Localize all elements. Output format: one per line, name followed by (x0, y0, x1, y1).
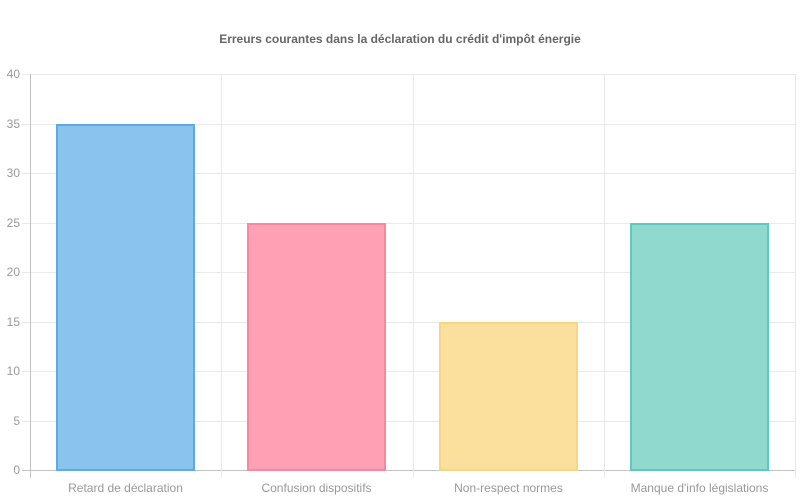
horizontal-gridline (30, 223, 795, 224)
vertical-gridline (604, 74, 605, 478)
y-tick-label: 10 (6, 364, 20, 378)
x-tick-label: Non-respect normes (454, 481, 563, 495)
x-tick-label: Confusion dispositifs (261, 481, 372, 495)
horizontal-gridline (30, 173, 795, 174)
horizontal-gridline (30, 421, 795, 422)
horizontal-gridline (30, 124, 795, 125)
bar[interactable] (247, 223, 386, 471)
y-axis-line (30, 74, 31, 478)
horizontal-gridline (30, 74, 795, 75)
y-axis-tick (22, 74, 30, 75)
vertical-gridline (221, 74, 222, 478)
y-tick-label: 15 (6, 315, 20, 329)
y-axis-tick (22, 173, 30, 174)
x-axis-line (30, 470, 795, 471)
y-axis-tick (22, 124, 30, 125)
bar[interactable] (630, 223, 769, 471)
horizontal-gridline (30, 272, 795, 273)
y-tick-label: 25 (6, 216, 20, 230)
x-tick-label: Retard de déclaration (68, 481, 183, 495)
y-tick-label: 30 (6, 166, 20, 180)
y-axis-tick (22, 421, 30, 422)
y-axis-tick (22, 322, 30, 323)
vertical-gridline (795, 74, 796, 478)
y-tick-label: 40 (6, 67, 20, 81)
y-tick-label: 20 (6, 265, 20, 279)
y-axis-tick (22, 272, 30, 273)
y-tick-label: 0 (13, 463, 20, 477)
bar[interactable] (439, 322, 578, 471)
bar[interactable] (56, 124, 195, 471)
y-axis-tick (22, 371, 30, 372)
horizontal-gridline (30, 371, 795, 372)
vertical-gridline (413, 74, 414, 478)
y-axis-tick (22, 223, 30, 224)
y-tick-label: 35 (6, 117, 20, 131)
x-tick-label: Manque d'info législations (630, 481, 769, 495)
horizontal-gridline (30, 322, 795, 323)
y-tick-label: 5 (13, 414, 20, 428)
chart-title: Erreurs courantes dans la déclaration du… (219, 32, 581, 46)
y-axis-tick (22, 470, 30, 471)
